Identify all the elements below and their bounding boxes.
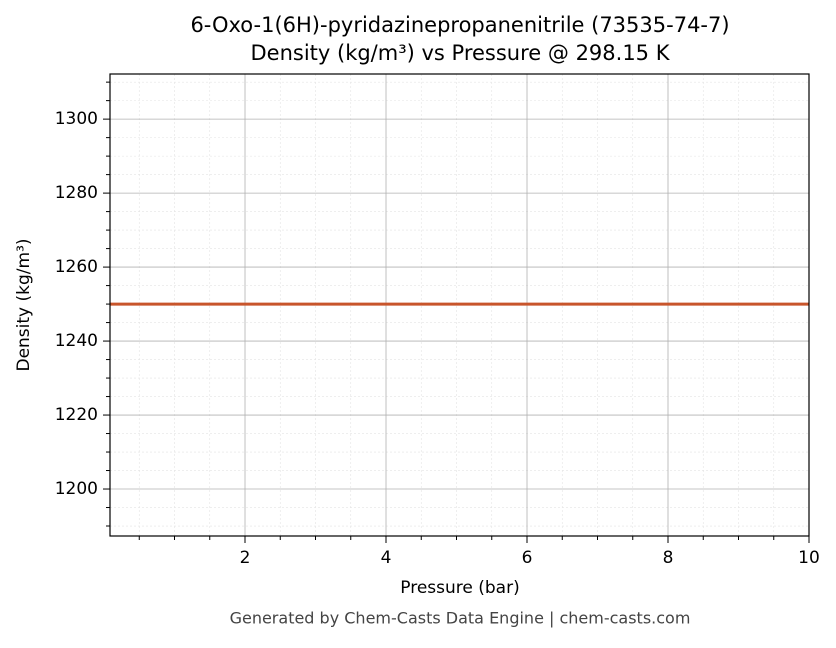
x-tick-label: 8: [663, 548, 674, 568]
y-tick-label: 1280: [55, 183, 98, 203]
plot-frame: [109, 73, 810, 537]
x-tick-label: 6: [522, 548, 533, 568]
y-axis-label: Density (kg/m³): [14, 238, 34, 371]
x-tick-label: 2: [240, 548, 251, 568]
x-axis-label: Pressure (bar): [400, 578, 519, 598]
chart-subtitle: Density (kg/m³) vs Pressure @ 298.15 K: [250, 41, 670, 65]
y-tick-label: 1300: [55, 109, 98, 129]
x-tick-label: 4: [381, 548, 392, 568]
footer: Generated by Chem-Casts Data Engine | ch…: [230, 609, 691, 628]
y-tick-label: 1260: [55, 257, 98, 277]
y-tick-label: 1200: [55, 479, 98, 499]
chart-title: 6-Oxo-1(6H)-pyridazinepropanenitrile (73…: [190, 13, 729, 37]
y-tick-label: 1240: [55, 331, 98, 351]
x-tick-label: 10: [798, 548, 820, 568]
y-tick-label: 1220: [55, 405, 98, 425]
